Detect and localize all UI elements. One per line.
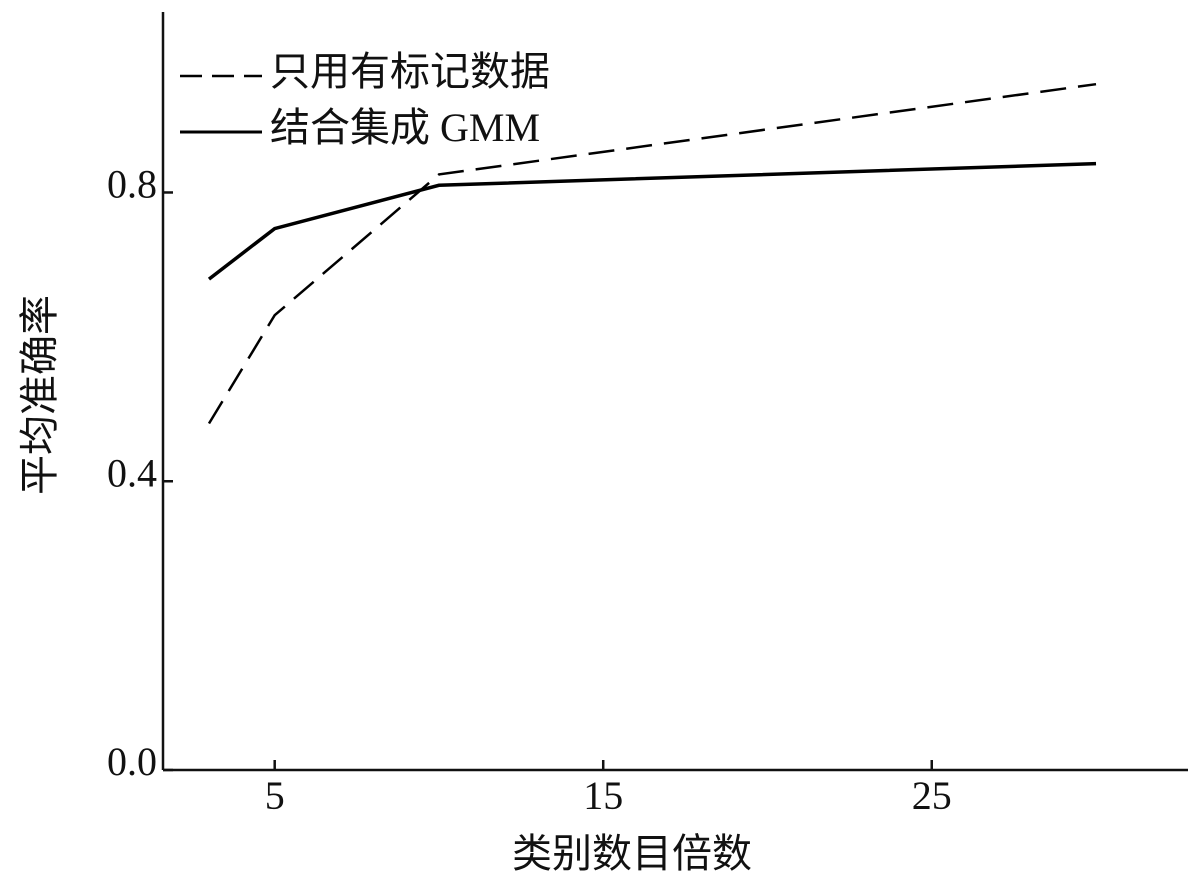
x-tick-label: 5 xyxy=(265,773,285,818)
y-axis-label: 平均准确率 xyxy=(17,295,62,495)
x-tick-label: 25 xyxy=(912,773,952,818)
y-tick-label: 0.0 xyxy=(107,739,157,784)
y-tick-label: 0.8 xyxy=(107,162,157,207)
series-line xyxy=(207,82,1097,425)
legend-label: 结合集成 GMM xyxy=(270,105,540,150)
x-tick-label: 15 xyxy=(583,773,623,818)
x-axis-label: 类别数目倍数 xyxy=(512,831,752,876)
y-tick-label: 0.4 xyxy=(107,450,157,495)
legend-label: 只用有标记数据 xyxy=(270,49,550,94)
series-line xyxy=(207,161,1097,281)
